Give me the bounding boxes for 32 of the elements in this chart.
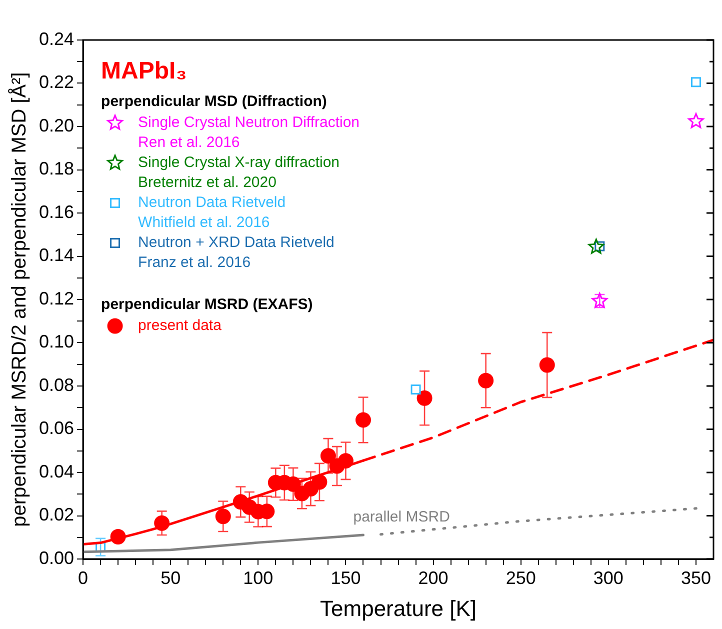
- y-tick-label: 0.02: [38, 504, 74, 525]
- legend-label: Single Crystal Neutron Diffraction Ren et al. 2016: [138, 114, 360, 152]
- annotation: parallel MSRD: [353, 508, 450, 526]
- y-tick-label: 0.10: [38, 332, 74, 352]
- y-tick-label: 0.04: [38, 461, 74, 482]
- x-tick-label: 250: [506, 568, 536, 588]
- y-tick-label: 0.14: [38, 245, 74, 266]
- y-tick-label: 0.16: [38, 202, 74, 222]
- text: MAPbI₃: [101, 58, 187, 85]
- y-tick-label: 0.18: [38, 158, 74, 179]
- annotation: perpendicular MSD (Diffraction): [101, 93, 327, 110]
- x-tick-label: 50: [160, 568, 181, 588]
- y-tick-label: 0.20: [38, 115, 74, 136]
- legend-label: Single Crystal X-ray diffraction Breternitz et al. 2020: [138, 154, 340, 192]
- x-tick-label: 0: [78, 568, 88, 588]
- y-tick-label: 0.06: [38, 418, 74, 438]
- y-tick-label: 0.24: [38, 28, 74, 49]
- y-tick-label: 0.00: [38, 548, 74, 568]
- y-axis-title: perpendicular MSRD/2 and perpendicular MSD [Å²]: [8, 72, 31, 527]
- x-axis-title: Temperature [K]: [320, 596, 477, 621]
- x-tick-label: 200: [418, 568, 448, 588]
- y-tick-label: 0.22: [38, 72, 74, 92]
- y-tick-label: 0.08: [38, 374, 74, 395]
- y-tick-label: 0.12: [38, 288, 74, 308]
- legend-label: Neutron Data Rietveld Whitfield et al. 2016: [138, 194, 286, 232]
- annotation: perpendicular MSRD (EXAFS): [101, 296, 313, 314]
- x-tick-label: 150: [330, 568, 361, 588]
- x-tick-label: 100: [243, 568, 274, 588]
- legend-label: Neutron + XRD Data Rietveld Franz et al. 2016: [138, 234, 334, 272]
- legend-label: present data: [138, 317, 222, 334]
- x-tick-label: 350: [680, 568, 712, 588]
- x-tick-label: 300: [593, 568, 624, 588]
